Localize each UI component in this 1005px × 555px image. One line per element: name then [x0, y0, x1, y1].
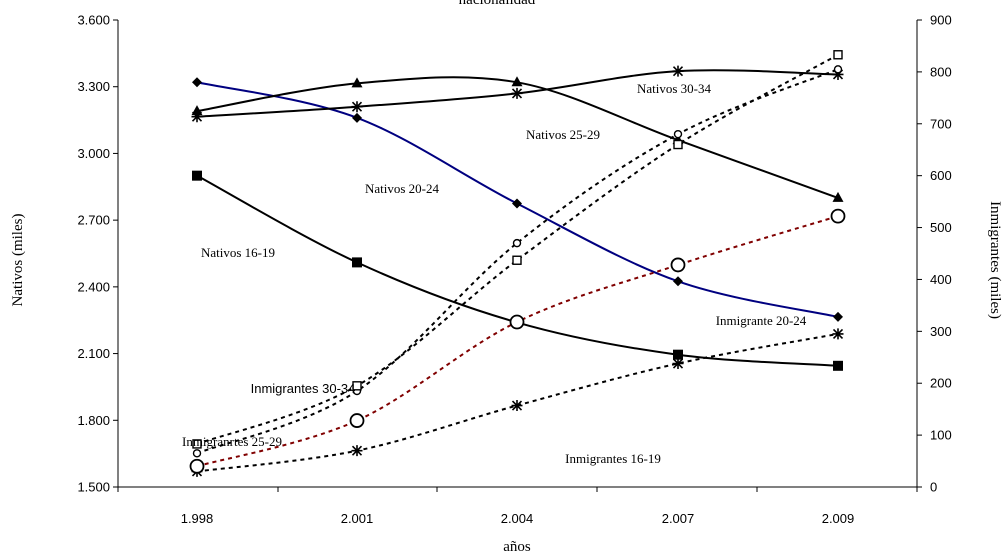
series-line [196, 332, 839, 473]
annotation-label: Nativos 20-24 [365, 181, 440, 196]
data-point-star [511, 87, 523, 99]
y-axis-title-left: Nativos (miles) [10, 214, 26, 307]
series-line [196, 215, 839, 468]
data-point-diamond [833, 311, 843, 322]
x-tick-label: 2.009 [822, 511, 855, 526]
data-point-star [351, 101, 363, 113]
y-axis-title-right: Inmigrantes (miles) [987, 201, 1003, 319]
series-line [196, 53, 839, 445]
y-right-tick-label: 300 [930, 324, 952, 339]
y-right-tick-label: 900 [930, 13, 952, 28]
annotations: Nativos 30-34 Nativos 25-29 Nativos 20-24 N… [182, 81, 807, 466]
y-right-tick-label: 700 [930, 116, 952, 131]
annotation-label: Inmigrantes 16-19 [565, 451, 661, 466]
x-tick-label: 2.001 [341, 511, 374, 526]
data-point-star [351, 445, 363, 457]
data-point-circle [349, 413, 365, 428]
y-right-tick-label: 800 [930, 64, 952, 79]
data-point-star [672, 65, 684, 77]
data-point-star [832, 68, 844, 80]
data-point-square [192, 170, 202, 181]
data-point-square-open [192, 439, 202, 449]
data-point-square [833, 360, 843, 371]
series-5 [189, 208, 846, 474]
data-point-triangle [511, 76, 523, 87]
y-left-tick-label: 2.100 [77, 346, 110, 361]
data-point-triangle [832, 191, 844, 202]
y-right-tick-label: 0 [930, 480, 937, 495]
x-tick-label: 1.998 [181, 511, 214, 526]
y-left-tick-label: 1.800 [77, 413, 110, 428]
series-7 [192, 50, 843, 449]
data-point-diamond [673, 276, 683, 287]
annotation-label: Nativos 25-29 [526, 127, 600, 142]
chart-title: nacionalidad [459, 0, 536, 8]
data-point-circle [512, 238, 522, 248]
series-4 [191, 328, 844, 477]
y-right-tick-label: 500 [930, 220, 952, 235]
data-point-square-open [352, 381, 362, 391]
data-point-square-open [673, 139, 683, 150]
series-line [196, 68, 839, 455]
annotation-label: Inmigrantes 30-34 [251, 381, 356, 396]
y-left-tick-label: 3.600 [77, 13, 110, 28]
data-point-star [511, 400, 523, 412]
data-point-circle [670, 257, 686, 273]
data-point-star [191, 111, 203, 123]
y-right-tick-label: 400 [930, 272, 952, 287]
y-left-tick-label: 1.500 [77, 480, 110, 495]
x-tick-label: 2.004 [501, 511, 534, 526]
data-point-circle [833, 65, 843, 74]
series-3 [191, 65, 844, 123]
axes: 1.500 1.800 2.100 2.400 2.700 3.000 3.300 3.600… [77, 13, 951, 527]
data-point-square-open [512, 255, 522, 265]
y-left-tick-label: 3.000 [77, 146, 110, 161]
data-point-circle [189, 458, 205, 474]
data-point-square [673, 349, 683, 360]
y-right-tick-label: 600 [930, 168, 952, 183]
data-point-triangle [351, 77, 363, 88]
data-point-star [832, 328, 844, 340]
y-right-tick-label: 100 [930, 428, 952, 443]
data-point-circle [830, 208, 846, 224]
x-axis-title: años [503, 539, 531, 555]
data-point-circle [509, 314, 525, 330]
data-point-diamond [512, 198, 522, 209]
annotation-label: Nativos 30-34 [637, 81, 712, 96]
annotation-label: Nativos 16-19 [201, 245, 275, 260]
y-left-tick-label: 2.700 [77, 213, 110, 228]
y-left-tick-label: 3.300 [77, 79, 110, 94]
data-point-circle [673, 129, 683, 139]
data-point-circle [192, 449, 202, 458]
data-point-star [672, 358, 684, 370]
data-point-diamond [352, 112, 362, 123]
y-right-tick-label: 200 [930, 376, 952, 391]
data-point-square-open [833, 50, 843, 60]
x-tick-label: 2.007 [662, 511, 695, 526]
annotation-label: Inmigrante 20-24 [716, 313, 807, 328]
annotation-label: Inmigranrtes 25-29 [182, 434, 282, 449]
data-point-diamond [192, 77, 202, 88]
series-1 [192, 77, 843, 322]
series-layer [189, 50, 846, 477]
data-point-triangle [191, 105, 203, 116]
data-point-square [352, 257, 362, 268]
y-left-tick-label: 2.400 [77, 279, 110, 294]
